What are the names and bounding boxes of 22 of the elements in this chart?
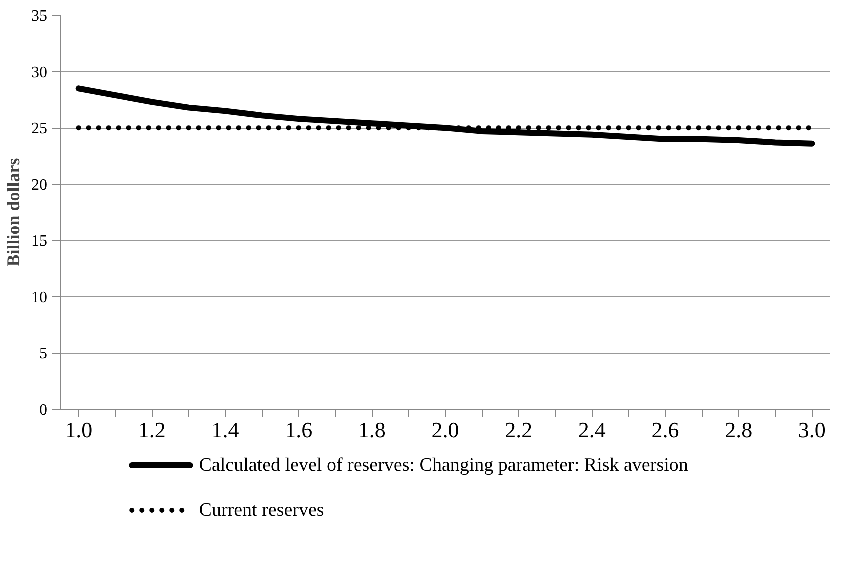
y-tick-label: 35 bbox=[32, 8, 48, 25]
y-tick-label: 10 bbox=[32, 289, 48, 306]
x-tick-label: 1.6 bbox=[285, 418, 313, 442]
legend-label: Current reserves bbox=[199, 500, 324, 521]
y-tick-label: 30 bbox=[32, 64, 48, 82]
x-tick-label: 2.8 bbox=[725, 418, 753, 442]
x-tick-label: 2.0 bbox=[432, 418, 460, 442]
x-tick-label: 1.8 bbox=[358, 418, 386, 442]
y-tick-label: 20 bbox=[32, 176, 48, 194]
x-tick-label: 2.2 bbox=[505, 418, 533, 442]
x-tick-label: 3.0 bbox=[798, 418, 826, 442]
x-tick-label: 1.0 bbox=[65, 418, 93, 442]
x-tick-label: 2.4 bbox=[578, 418, 606, 442]
x-tick-label: 1.2 bbox=[138, 418, 166, 442]
legend-label: Calculated level of reserves: Changing parameter: Risk aversion bbox=[199, 455, 689, 476]
y-tick-label: 5 bbox=[40, 346, 48, 363]
y-tick-label: 0 bbox=[40, 402, 48, 419]
y-axis-title: Billion dollars bbox=[4, 158, 24, 267]
y-tick-label: 25 bbox=[32, 120, 48, 138]
x-tick-label: 2.6 bbox=[652, 418, 680, 442]
x-tick-label: 1.4 bbox=[212, 418, 240, 442]
y-tick-label: 15 bbox=[32, 233, 48, 250]
